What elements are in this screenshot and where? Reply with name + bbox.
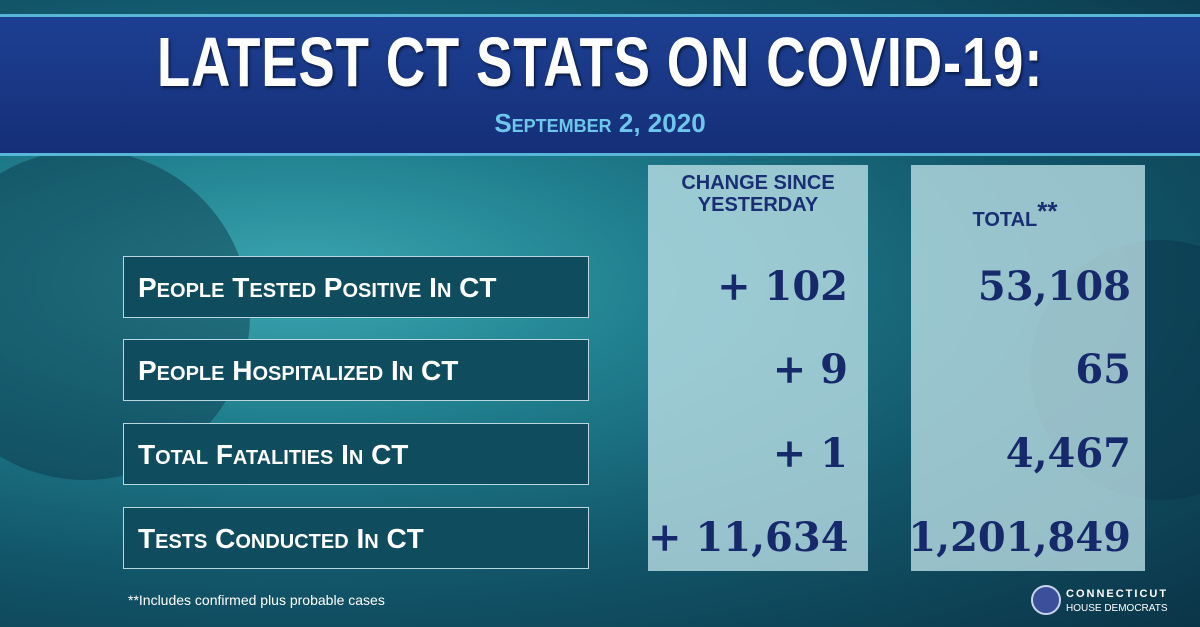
logo-line1: CONNECTICUT [1066, 588, 1168, 600]
footnote: **Includes confirmed plus probable cases [128, 592, 385, 608]
column-header: CHANGE SINCE YESTERDAY [681, 172, 835, 216]
footnote-marker: ** [1037, 196, 1058, 226]
change-value: + 11,634 [648, 514, 849, 561]
row-label: People Hospitalized In CT [123, 339, 589, 401]
logo: CONNECTICUT HOUSE DEMOCRATS [1031, 585, 1168, 615]
row-label: People Tested Positive In CT [123, 256, 589, 318]
title: LATEST CT STATS ON COVID-19: [156, 23, 1044, 101]
total-value: 4,467 [1005, 430, 1131, 477]
change-value: + 9 [772, 346, 848, 393]
row-label: Tests Conducted In CT [123, 507, 589, 569]
change-value: + 1 [772, 430, 848, 477]
date: September 2, 2020 [494, 108, 706, 138]
change-column [648, 165, 868, 571]
column-header: TOTAL** [940, 198, 1090, 231]
total-value: 65 [1075, 346, 1131, 393]
total-value: 1,201,849 [908, 514, 1131, 561]
logo-line2: HOUSE DEMOCRATS [1066, 603, 1168, 614]
total-value: 53,108 [977, 263, 1131, 310]
change-value: + 102 [717, 263, 848, 310]
total-column [911, 165, 1145, 571]
logo-seal [1031, 585, 1061, 615]
title-band [0, 14, 1200, 156]
row-label: Total Fatalities In CT [123, 423, 589, 485]
column-header-text: TOTAL [972, 209, 1038, 231]
